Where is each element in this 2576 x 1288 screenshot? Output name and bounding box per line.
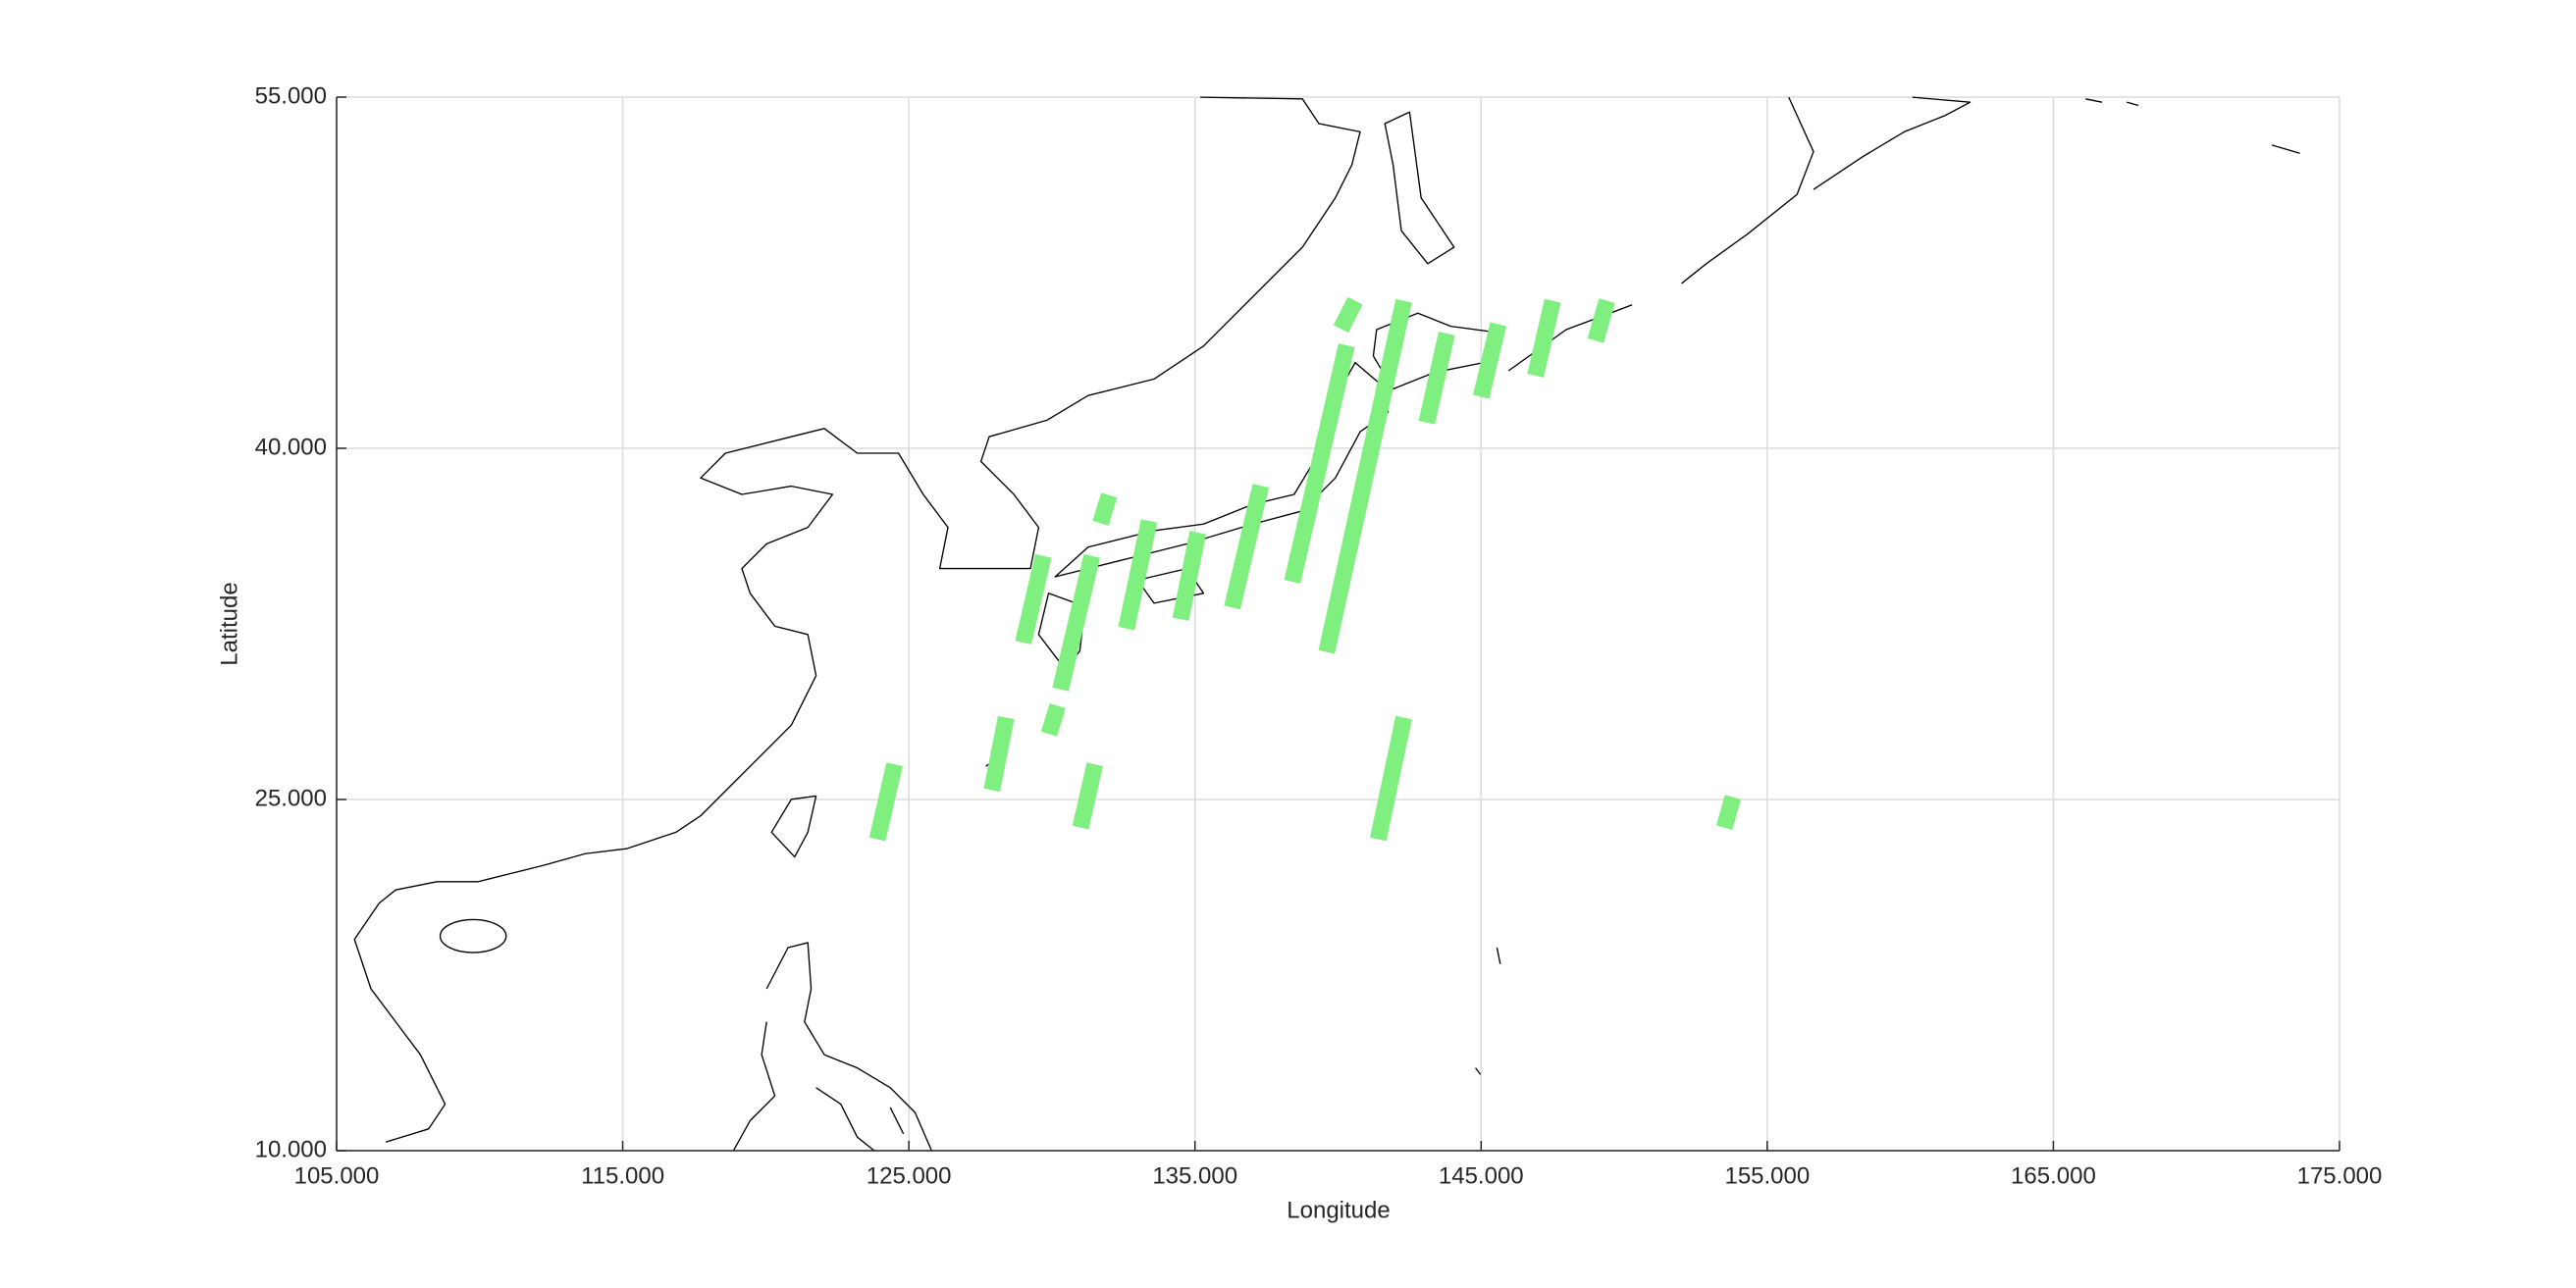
hainan bbox=[439, 918, 507, 953]
y-tick-label: 55.000 bbox=[255, 82, 327, 109]
sakhalin bbox=[1384, 111, 1455, 265]
x-tick-label: 145.000 bbox=[1439, 1162, 1524, 1189]
taiwan bbox=[770, 795, 817, 858]
swath bbox=[1118, 519, 1158, 631]
swath bbox=[868, 762, 903, 842]
swaths bbox=[868, 296, 1742, 842]
swath bbox=[983, 715, 1015, 793]
x-axis-label: Longitude bbox=[1287, 1197, 1390, 1223]
swath bbox=[1370, 715, 1412, 842]
y-tick-label: 40.000 bbox=[255, 434, 327, 460]
swath bbox=[1224, 484, 1270, 610]
philippines bbox=[733, 942, 932, 1152]
swath bbox=[1015, 553, 1052, 645]
swath bbox=[1092, 492, 1118, 526]
swath bbox=[1527, 298, 1561, 378]
swath bbox=[1318, 298, 1412, 654]
x-tick-label: 115.000 bbox=[581, 1162, 664, 1189]
swath bbox=[1587, 298, 1615, 343]
swath bbox=[1473, 322, 1507, 399]
y-tick-label: 10.000 bbox=[255, 1136, 327, 1162]
x-tick-label: 155.000 bbox=[1724, 1162, 1810, 1189]
y-tick-label: 25.000 bbox=[255, 785, 327, 811]
x-tick-label: 135.000 bbox=[1152, 1162, 1237, 1189]
kuril-kamchatka bbox=[1507, 96, 1971, 372]
swath bbox=[1040, 703, 1066, 737]
x-tick-label: 125.000 bbox=[867, 1162, 952, 1189]
coastline-mainland bbox=[353, 96, 1361, 1143]
x-tick-label: 175.000 bbox=[2297, 1162, 2383, 1189]
honshu bbox=[1054, 361, 1390, 578]
swath bbox=[1418, 332, 1455, 425]
axes: 105.000 115.000 125.000 135.000 145.000 155.0… bbox=[255, 82, 2383, 1189]
swath bbox=[1072, 762, 1103, 830]
swath bbox=[1284, 343, 1355, 584]
x-tick-label: 165.000 bbox=[2011, 1162, 2096, 1189]
y-axis-label: Latitude bbox=[216, 582, 242, 665]
swath bbox=[1172, 531, 1206, 621]
shikoku bbox=[1136, 567, 1205, 604]
x-tick-label: 105.000 bbox=[294, 1162, 380, 1189]
swath bbox=[1715, 795, 1742, 830]
swath bbox=[1052, 553, 1101, 692]
swath bbox=[1333, 296, 1363, 334]
